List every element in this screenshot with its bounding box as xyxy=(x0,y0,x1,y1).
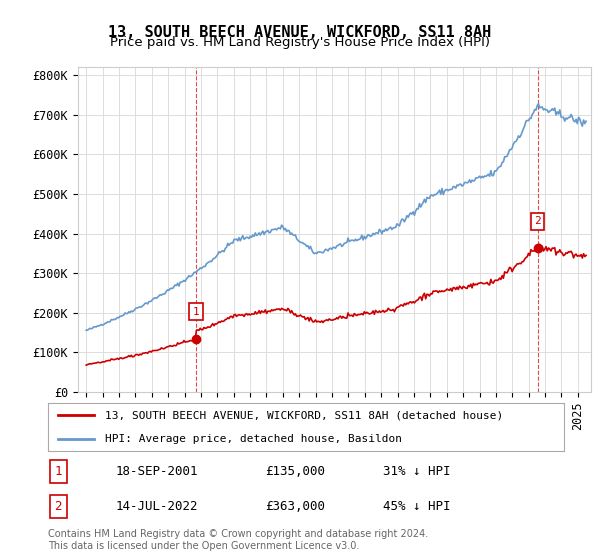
Text: 13, SOUTH BEECH AVENUE, WICKFORD, SS11 8AH: 13, SOUTH BEECH AVENUE, WICKFORD, SS11 8… xyxy=(109,25,491,40)
Text: 14-JUL-2022: 14-JUL-2022 xyxy=(115,500,197,512)
Text: 2: 2 xyxy=(534,216,541,226)
Text: 2: 2 xyxy=(55,500,62,512)
Text: 18-SEP-2001: 18-SEP-2001 xyxy=(115,465,197,478)
Text: 13, SOUTH BEECH AVENUE, WICKFORD, SS11 8AH (detached house): 13, SOUTH BEECH AVENUE, WICKFORD, SS11 8… xyxy=(105,410,503,420)
Text: £135,000: £135,000 xyxy=(265,465,325,478)
Text: 1: 1 xyxy=(193,307,200,317)
Text: Price paid vs. HM Land Registry's House Price Index (HPI): Price paid vs. HM Land Registry's House … xyxy=(110,36,490,49)
Text: 31% ↓ HPI: 31% ↓ HPI xyxy=(383,465,451,478)
Text: £363,000: £363,000 xyxy=(265,500,325,512)
Text: Contains HM Land Registry data © Crown copyright and database right 2024.
This d: Contains HM Land Registry data © Crown c… xyxy=(48,529,428,551)
Text: 1: 1 xyxy=(55,465,62,478)
Text: HPI: Average price, detached house, Basildon: HPI: Average price, detached house, Basi… xyxy=(105,434,402,444)
Text: 45% ↓ HPI: 45% ↓ HPI xyxy=(383,500,451,512)
